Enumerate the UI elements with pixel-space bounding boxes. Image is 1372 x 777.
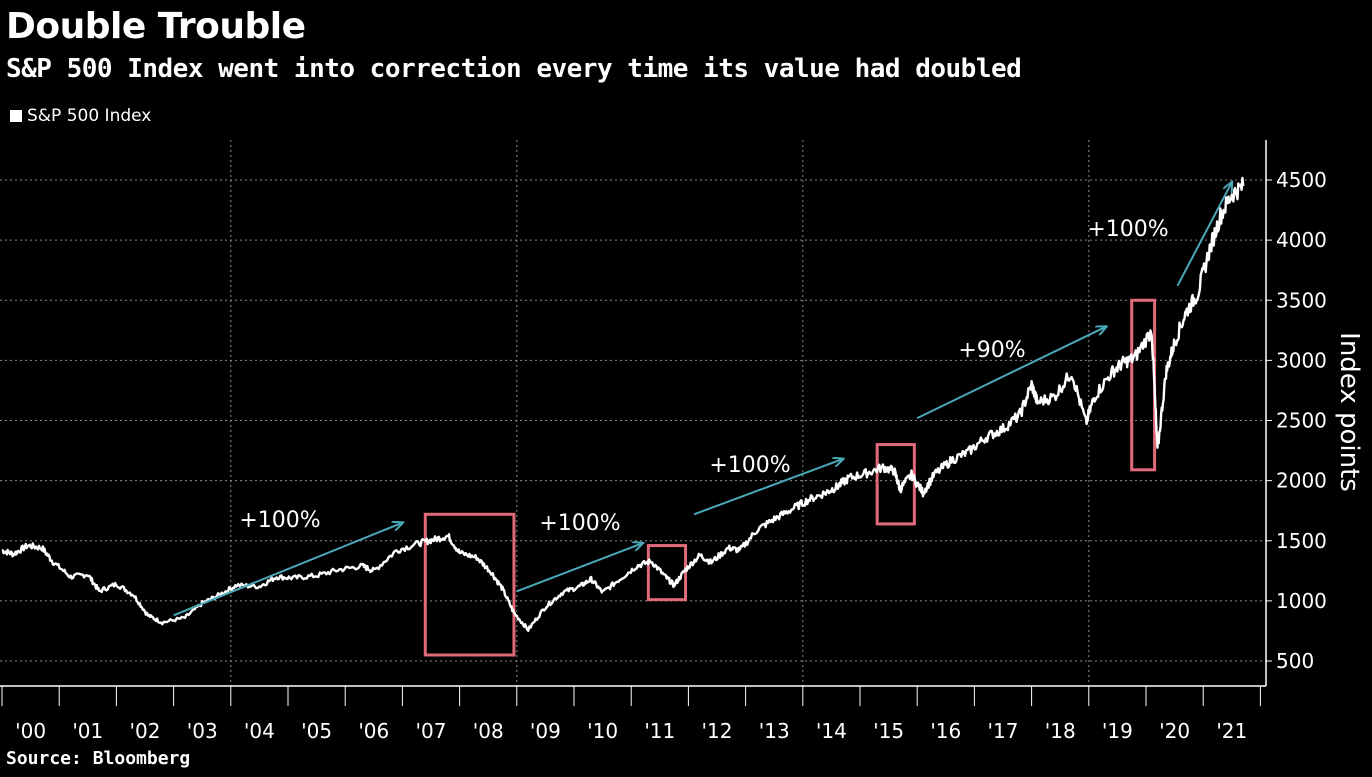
trend-arrow bbox=[916, 327, 1106, 419]
y-tick-label: 4500 bbox=[1276, 168, 1327, 192]
trend-arrow bbox=[693, 459, 843, 516]
annotation-label: +90% bbox=[958, 338, 1025, 363]
y-tick-label: 3500 bbox=[1276, 288, 1327, 312]
x-tick-label: '12 bbox=[702, 719, 733, 743]
x-tick-label: '19 bbox=[1102, 719, 1133, 743]
x-tick-label: '15 bbox=[873, 719, 904, 743]
y-tick-label: 3000 bbox=[1276, 348, 1327, 372]
x-tick-label: '02 bbox=[130, 719, 161, 743]
x-tick-label: '01 bbox=[72, 719, 103, 743]
trend-arrow bbox=[1176, 182, 1231, 287]
annotation-label: +100% bbox=[539, 511, 620, 536]
y-tick-label: 2500 bbox=[1276, 409, 1327, 433]
grid bbox=[0, 140, 1266, 686]
x-tick-label: '00 bbox=[15, 719, 46, 743]
x-tick-label: '03 bbox=[187, 719, 218, 743]
annotation-label: +100% bbox=[239, 508, 320, 533]
y-tick-label: 2000 bbox=[1276, 469, 1327, 493]
y-tick-label: 500 bbox=[1276, 649, 1314, 673]
annotation-label: +100% bbox=[709, 453, 790, 478]
x-tick-label: '10 bbox=[587, 719, 618, 743]
x-tick-label: '04 bbox=[244, 719, 275, 743]
x-tick-label: '14 bbox=[816, 719, 847, 743]
y-tick-label: 1000 bbox=[1276, 589, 1327, 613]
trend-arrow bbox=[516, 543, 643, 593]
series-line-sp500 bbox=[1, 176, 1245, 632]
x-tick-label: '09 bbox=[530, 719, 561, 743]
x-tick-label: '05 bbox=[301, 719, 332, 743]
annotation-label: +100% bbox=[1087, 217, 1168, 242]
y-tick-label: 1500 bbox=[1276, 529, 1327, 553]
correction-box bbox=[1130, 298, 1157, 472]
series-layer bbox=[1, 176, 1245, 632]
y-tick-label: 4000 bbox=[1276, 228, 1327, 252]
arrows bbox=[173, 182, 1232, 617]
x-tick-label: '07 bbox=[416, 719, 447, 743]
x-tick-label: '21 bbox=[1216, 719, 1247, 743]
correction-box bbox=[646, 544, 688, 602]
correction-box bbox=[423, 512, 516, 657]
chart-title: Double Trouble bbox=[6, 6, 306, 47]
trend-arrow bbox=[173, 523, 403, 617]
x-tick-label: '20 bbox=[1159, 719, 1190, 743]
x-tick-label: '16 bbox=[930, 719, 961, 743]
legend-swatch bbox=[10, 110, 22, 122]
x-tick-label: '17 bbox=[988, 719, 1019, 743]
chart-subtitle: S&P 500 Index went into correction every… bbox=[6, 54, 1022, 84]
legend-label: S&P 500 Index bbox=[27, 106, 152, 126]
y-axis-title: Index points bbox=[1334, 332, 1364, 492]
x-tick-label: '18 bbox=[1045, 719, 1076, 743]
x-tick-label: '08 bbox=[473, 719, 504, 743]
source-note: Source: Bloomberg bbox=[6, 748, 191, 769]
correction-box bbox=[875, 443, 916, 526]
legend: S&P 500 Index bbox=[10, 106, 151, 126]
x-tick-label: '06 bbox=[358, 719, 389, 743]
annotations: +100% +100% +100% +90% +100% bbox=[239, 217, 1168, 536]
x-tick-label: '13 bbox=[759, 719, 790, 743]
x-tick-label: '11 bbox=[644, 719, 675, 743]
axes: 500 1000 1500 2000 2500 3000 3500 4000 4500 '00 '0… bbox=[0, 140, 1364, 743]
